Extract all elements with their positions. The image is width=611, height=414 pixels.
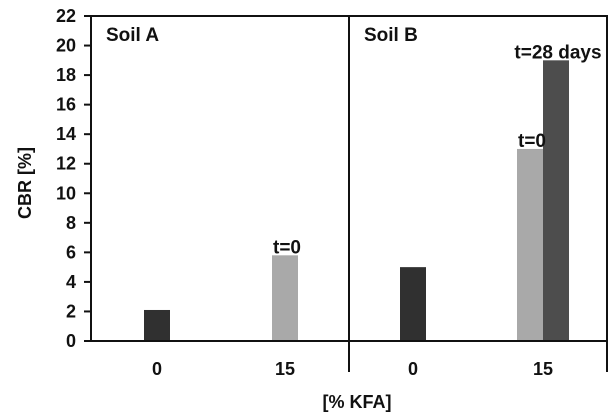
y-axis: 0 2 4 6 8 10 12 14 16 18 20 22 <box>56 6 91 351</box>
panel-label: Soil B <box>364 25 418 46</box>
bar <box>543 60 569 342</box>
x-tick-label: 0 <box>408 359 418 379</box>
y-tick-label: 18 <box>56 65 76 85</box>
bar <box>517 148 543 341</box>
x-tick-label: 0 <box>152 359 162 379</box>
y-tick-label: 6 <box>66 242 76 262</box>
y-tick-label: 14 <box>56 124 76 144</box>
y-tick-label: 2 <box>66 301 76 321</box>
plot-frame <box>90 15 608 372</box>
y-tick-label: 4 <box>66 272 76 292</box>
y-tick-label: 0 <box>66 331 76 351</box>
panel-label: Soil A <box>106 25 159 46</box>
y-tick-label: 10 <box>56 183 76 203</box>
x-tick-label: 15 <box>533 359 553 379</box>
y-tick-label: 20 <box>56 36 76 56</box>
annotations: Soil A t=0 Soil B t=0 t=28 days <box>106 25 602 258</box>
bar <box>400 267 426 341</box>
bar <box>144 309 170 341</box>
bar-annotation: t=0 <box>518 131 546 152</box>
y-tick-label: 8 <box>66 213 76 233</box>
y-tick-label: 22 <box>56 6 76 26</box>
y-tick-label: 12 <box>56 154 76 174</box>
bar-annotation: t=0 <box>273 237 301 258</box>
x-axis-title: [% KFA] <box>323 392 392 412</box>
bar <box>272 255 298 341</box>
x-axis: 0 15 0 15 <box>152 359 553 379</box>
bar-annotation: t=28 days <box>514 42 601 63</box>
y-axis-title: CBR [%] <box>15 147 35 219</box>
x-tick-label: 15 <box>275 359 295 379</box>
y-tick-label: 16 <box>56 95 76 115</box>
bars <box>144 60 569 342</box>
